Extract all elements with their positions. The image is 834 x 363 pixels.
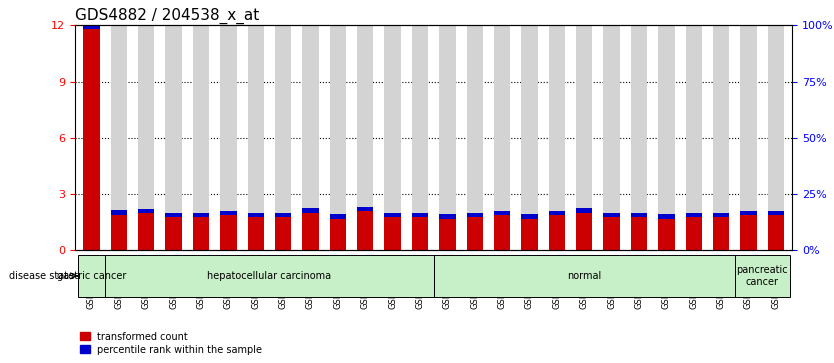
- Bar: [604, 213, 620, 217]
- FancyBboxPatch shape: [105, 255, 434, 297]
- Bar: [713, 213, 730, 217]
- Bar: [83, 29, 100, 250]
- Bar: [440, 219, 455, 250]
- Bar: [220, 25, 237, 250]
- Bar: [111, 25, 127, 250]
- Bar: [466, 217, 483, 250]
- Bar: [111, 210, 127, 215]
- Bar: [357, 211, 374, 250]
- Legend: transformed count, percentile rank within the sample: transformed count, percentile rank withi…: [80, 331, 263, 355]
- Bar: [165, 217, 182, 250]
- Bar: [83, 23, 100, 29]
- Bar: [357, 207, 374, 211]
- Bar: [521, 25, 538, 250]
- Bar: [741, 211, 756, 215]
- Bar: [604, 25, 620, 250]
- Bar: [248, 217, 264, 250]
- Bar: [576, 208, 592, 213]
- Text: pancreatic
cancer: pancreatic cancer: [736, 265, 788, 287]
- Bar: [384, 213, 401, 217]
- Bar: [658, 25, 675, 250]
- Bar: [549, 25, 565, 250]
- Text: hepatocellular carcinoma: hepatocellular carcinoma: [208, 271, 331, 281]
- Bar: [631, 25, 647, 250]
- Bar: [549, 215, 565, 250]
- Bar: [466, 213, 483, 217]
- Bar: [193, 217, 209, 250]
- Bar: [412, 25, 428, 250]
- Bar: [193, 213, 209, 217]
- Bar: [767, 25, 784, 250]
- Bar: [576, 213, 592, 250]
- Bar: [494, 211, 510, 215]
- Bar: [741, 25, 756, 250]
- FancyBboxPatch shape: [434, 255, 735, 297]
- Bar: [248, 25, 264, 250]
- Bar: [713, 217, 730, 250]
- Bar: [220, 211, 237, 215]
- Bar: [275, 217, 291, 250]
- Bar: [767, 215, 784, 250]
- FancyBboxPatch shape: [78, 255, 105, 297]
- Bar: [741, 215, 756, 250]
- Bar: [604, 217, 620, 250]
- Bar: [494, 215, 510, 250]
- Bar: [357, 25, 374, 250]
- Bar: [193, 25, 209, 250]
- Bar: [576, 25, 592, 250]
- Bar: [329, 215, 346, 219]
- Bar: [329, 219, 346, 250]
- Bar: [549, 211, 565, 215]
- Bar: [521, 215, 538, 219]
- Bar: [658, 215, 675, 219]
- Bar: [384, 25, 401, 250]
- Bar: [165, 213, 182, 217]
- Bar: [440, 215, 455, 219]
- Bar: [248, 213, 264, 217]
- Text: disease state: disease state: [9, 271, 74, 281]
- Bar: [329, 25, 346, 250]
- Bar: [302, 208, 319, 213]
- Bar: [713, 25, 730, 250]
- Bar: [521, 219, 538, 250]
- Bar: [138, 25, 154, 250]
- Bar: [275, 213, 291, 217]
- Bar: [220, 215, 237, 250]
- Bar: [767, 211, 784, 215]
- Bar: [686, 25, 702, 250]
- Bar: [302, 25, 319, 250]
- Text: GDS4882 / 204538_x_at: GDS4882 / 204538_x_at: [75, 8, 259, 24]
- Bar: [658, 219, 675, 250]
- Text: normal: normal: [567, 271, 601, 281]
- Bar: [111, 215, 127, 250]
- Bar: [686, 217, 702, 250]
- Bar: [686, 213, 702, 217]
- Bar: [412, 217, 428, 250]
- Bar: [275, 25, 291, 250]
- Bar: [466, 25, 483, 250]
- FancyBboxPatch shape: [735, 255, 790, 297]
- Bar: [138, 213, 154, 250]
- Bar: [165, 25, 182, 250]
- Bar: [83, 25, 100, 250]
- Bar: [302, 213, 319, 250]
- Text: gastric cancer: gastric cancer: [57, 271, 126, 281]
- Bar: [384, 217, 401, 250]
- Bar: [138, 209, 154, 213]
- Bar: [412, 213, 428, 217]
- Bar: [631, 217, 647, 250]
- Bar: [494, 25, 510, 250]
- Bar: [440, 25, 455, 250]
- Bar: [631, 213, 647, 217]
